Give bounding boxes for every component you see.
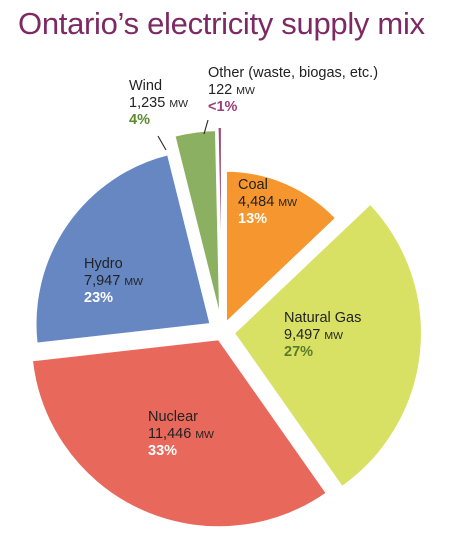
pie-slice-wind: [173, 129, 222, 319]
slice-value: 7,947 MW: [84, 273, 143, 289]
slice-label: Wind: [129, 78, 162, 94]
slice-label: Hydro: [84, 256, 123, 272]
slice-label: Nuclear: [148, 409, 198, 425]
slice-value: 11,446 MW: [148, 426, 214, 442]
pie-slices: [30, 126, 423, 529]
pie-slice-other: [216, 126, 223, 323]
slice-label: Coal: [238, 177, 268, 193]
leader-lines: [157, 119, 209, 151]
pie-slice-nuclear: [30, 338, 329, 529]
slice-percent: <1%: [208, 99, 238, 115]
other-leader-line: [203, 119, 209, 135]
slice-label: Other (waste, biogas, etc.): [208, 65, 378, 81]
pie-slice-hydro: [34, 153, 212, 345]
slice-value: 1,235 MW: [129, 95, 188, 111]
slice-percent: 33%: [148, 443, 177, 459]
slice-label: Natural Gas: [284, 310, 361, 326]
slice-percent: 27%: [284, 344, 313, 360]
slice-percent: 23%: [84, 290, 113, 306]
chart-title: Ontario’s electricity supply mix: [18, 6, 425, 41]
slice-value: 122 MW: [208, 82, 255, 98]
wind-leader-line: [157, 135, 167, 151]
pie-slice-coal: [224, 169, 338, 326]
pie-slice-natural: [232, 202, 423, 489]
slice-value: 9,497 MW: [284, 327, 343, 343]
slice-percent: 4%: [129, 112, 150, 128]
slice-percent: 13%: [238, 211, 267, 227]
slice-value: 4,484 MW: [238, 194, 297, 210]
